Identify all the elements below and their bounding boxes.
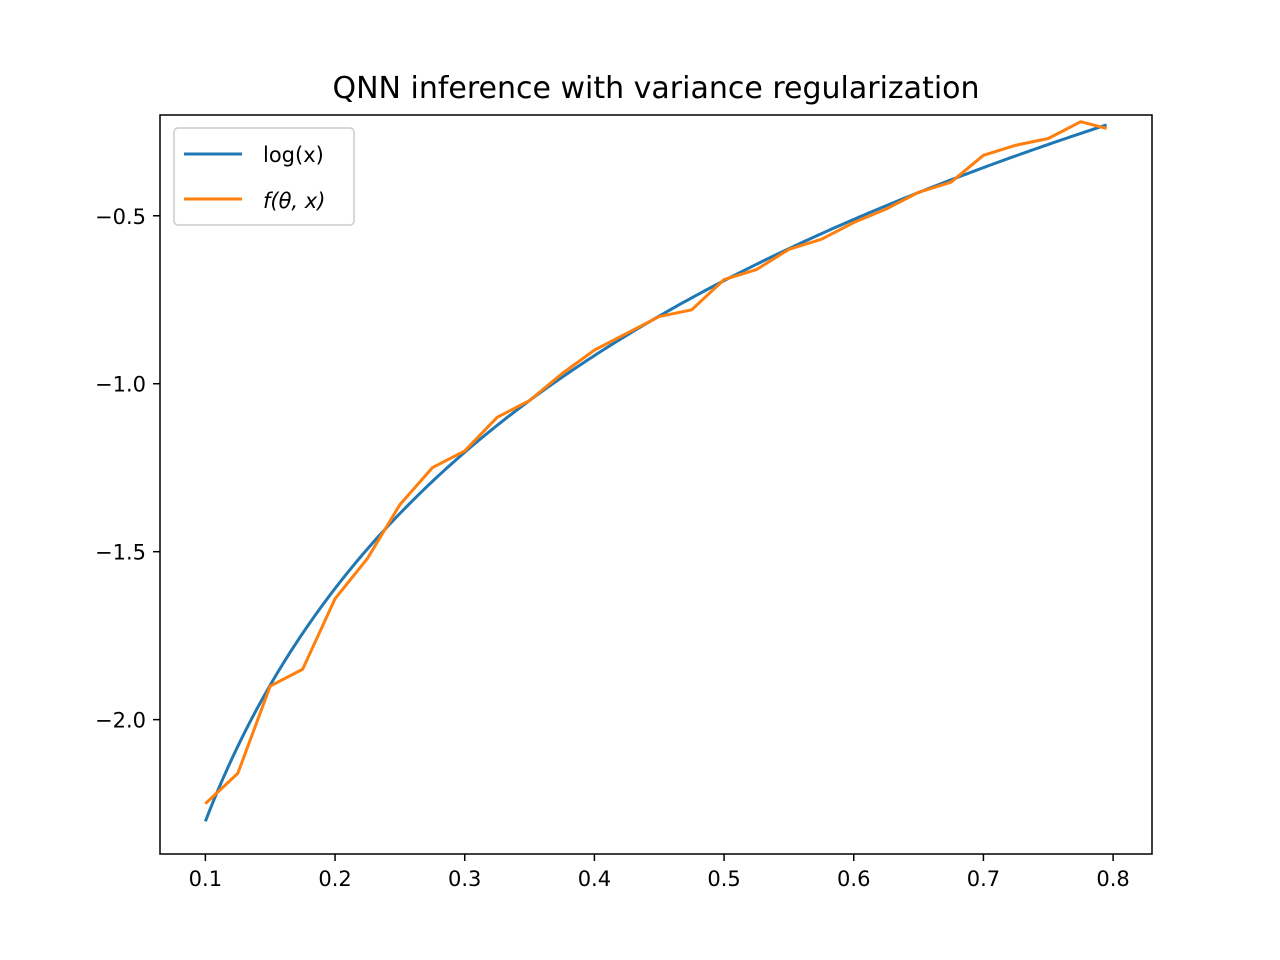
y-tick-label: −0.5: [95, 205, 146, 229]
x-tick-label: 0.4: [578, 867, 611, 891]
y-tick-label: −2.0: [95, 709, 146, 733]
legend: log(x) f(θ, x): [173, 127, 355, 226]
legend-label-f: f(θ, x): [263, 189, 325, 213]
x-tick-label: 0.3: [448, 867, 481, 891]
x-tick-label: 0.2: [318, 867, 351, 891]
legend-box: [173, 127, 355, 226]
chart-title: QNN inference with variance regularizati…: [332, 71, 979, 106]
x-tick-label: 0.6: [837, 867, 870, 891]
x-tick-label: 0.5: [707, 867, 740, 891]
y-tick-label: −1.0: [95, 373, 146, 397]
y-tick-label: −1.5: [95, 541, 146, 565]
legend-label-log: log(x): [263, 143, 324, 167]
series-line-f: [204, 120, 1107, 805]
plot-area: [203, 120, 1108, 822]
x-tick-label: 0.8: [1096, 867, 1129, 891]
x-axis-ticks: 0.1 0.2 0.3 0.4 0.5 0.6 0.7 0.8: [189, 854, 1130, 891]
x-tick-label: 0.1: [189, 867, 222, 891]
x-tick-label: 0.7: [967, 867, 1000, 891]
axes-frame: [159, 114, 1153, 855]
y-axis-ticks: −0.5 −1.0 −1.5 −2.0: [95, 205, 160, 733]
